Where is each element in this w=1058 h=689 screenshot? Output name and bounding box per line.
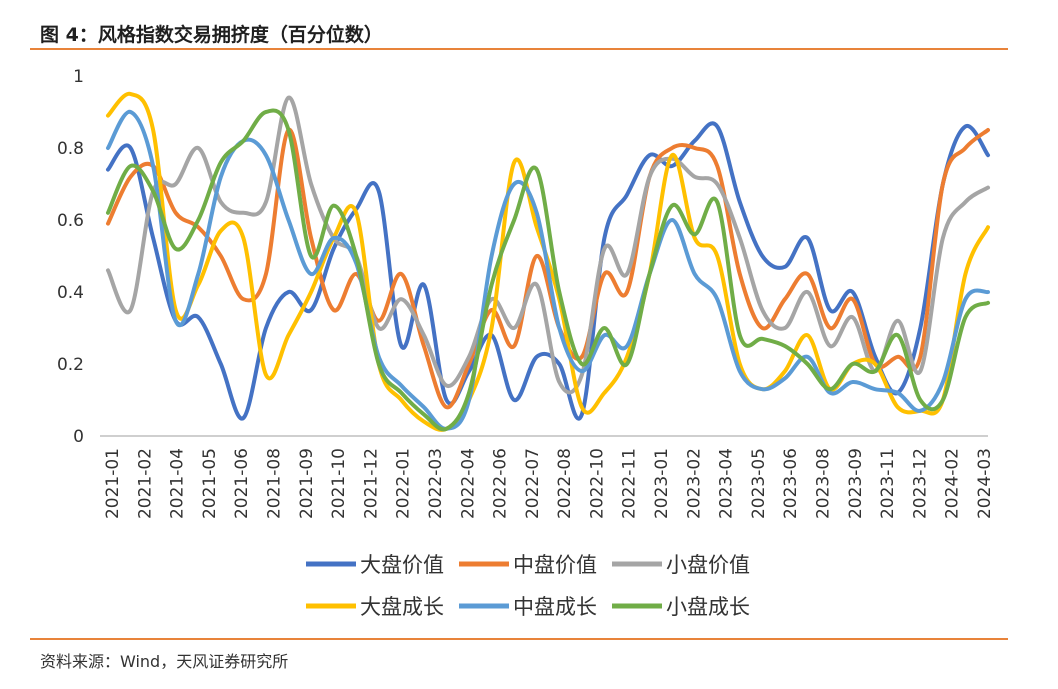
x-tick-label: 2021-01 [103, 448, 123, 519]
legend-label: 小盘成长 [666, 595, 750, 619]
legend-item: 小盘成长 [612, 595, 750, 619]
legend-label: 大盘成长 [360, 595, 444, 619]
y-tick-label: 1 [73, 67, 84, 87]
x-tick-label: 2022-06 [491, 448, 511, 519]
legend-item: 大盘成长 [306, 595, 444, 619]
series-line-小盘价值 [106, 95, 990, 395]
x-tick-label: 2022-03 [426, 448, 446, 519]
legend-item: 中盘价值 [459, 553, 597, 577]
x-tick-label: 2021-09 [297, 448, 317, 519]
x-axis-ticks: 2021-01 2021-02 2021-04 2021-05 2021-06 2021-… [103, 448, 995, 519]
x-tick-label: 2023-04 [717, 448, 737, 519]
series-line-中盘成长 [106, 110, 990, 431]
x-tick-label: 2021-10 [329, 448, 349, 519]
x-tick-label: 2023-01 [652, 448, 672, 519]
legend-item: 大盘价值 [306, 553, 444, 577]
x-tick-label: 2023-06 [781, 448, 801, 519]
legend-label: 中盘价值 [513, 553, 597, 577]
y-tick-label: 0.8 [57, 139, 84, 159]
x-tick-label: 2021-06 [232, 448, 252, 519]
x-tick-label: 2022-11 [620, 448, 640, 519]
x-tick-label: 2024-03 [975, 448, 995, 519]
x-tick-label: 2022-01 [394, 448, 414, 519]
x-tick-label: 2021-04 [168, 448, 188, 519]
y-tick-label: 0.6 [57, 211, 84, 231]
x-tick-label: 2024-02 [943, 448, 963, 519]
series-lines [106, 91, 990, 432]
chart-title: 图 4：风格指数交易拥挤度（百分位数） [40, 24, 383, 46]
legend-label: 大盘价值 [360, 553, 444, 577]
legend-label: 中盘成长 [513, 595, 597, 619]
legend-item: 小盘价值 [612, 553, 750, 577]
x-tick-label: 2023-12 [910, 448, 930, 519]
legend-item: 中盘成长 [459, 595, 597, 619]
x-tick-label: 2023-08 [814, 448, 834, 519]
x-tick-label: 2021-08 [264, 448, 284, 519]
series-line-中盘价值 [106, 127, 990, 410]
top-rule [30, 48, 1008, 50]
x-tick-label: 2022-04 [458, 448, 478, 519]
x-tick-label: 2021-05 [200, 448, 220, 519]
x-tick-label: 2023-05 [749, 448, 769, 519]
x-tick-label: 2022-10 [587, 448, 607, 519]
x-tick-label: 2022-08 [555, 448, 575, 519]
x-tick-label: 2021-02 [135, 448, 155, 519]
series-line-大盘价值 [106, 121, 990, 421]
bottom-rule [30, 638, 1008, 640]
y-tick-label: 0.4 [57, 283, 84, 303]
series-line-小盘成长 [106, 108, 990, 432]
y-tick-label: 0.2 [57, 355, 84, 375]
y-axis-ticks: 0 0.2 0.4 0.6 0.8 1 [57, 67, 84, 447]
legend-label: 小盘价值 [666, 553, 750, 577]
x-tick-label: 2021-12 [361, 448, 381, 519]
source-note: 资料来源：Wind，天风证券研究所 [40, 652, 289, 671]
x-tick-label: 2023-09 [846, 448, 866, 519]
x-tick-label: 2022-07 [523, 448, 543, 519]
y-tick-label: 0 [73, 427, 84, 447]
x-tick-label: 2023-11 [878, 448, 898, 519]
x-tick-label: 2023-02 [684, 448, 704, 519]
